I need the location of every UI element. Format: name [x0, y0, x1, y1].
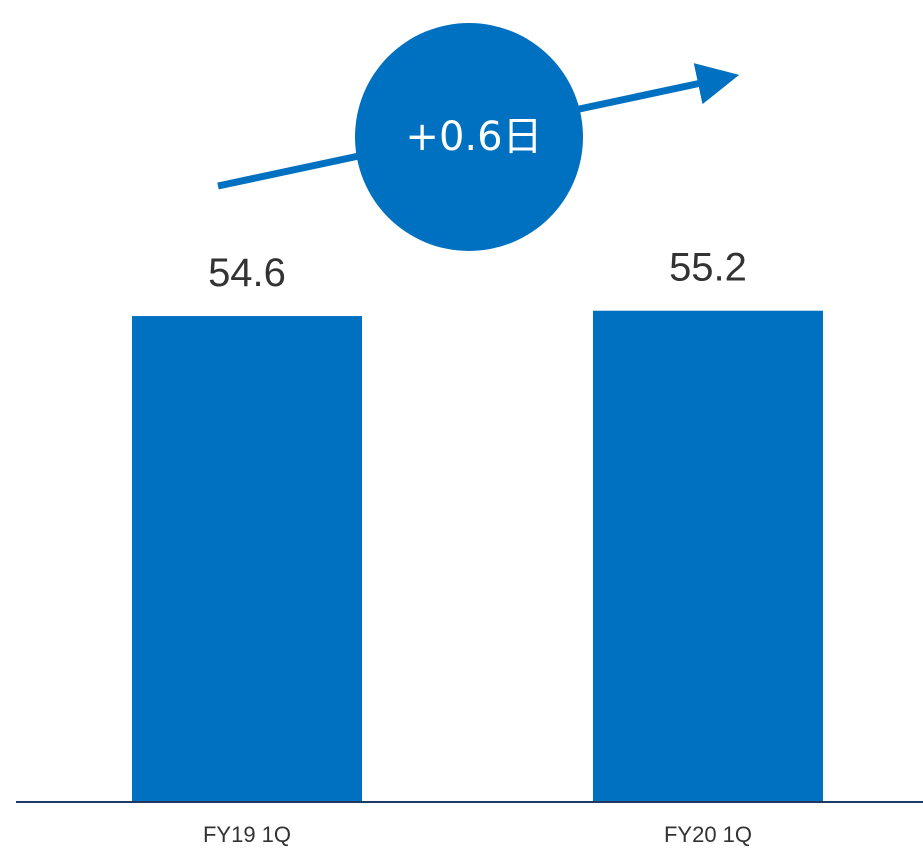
category-label-2: FY20 1Q — [664, 822, 752, 847]
labels-layer: 54.6 FY19 1Q 55.2 FY20 1Q — [203, 246, 752, 847]
bar-2 — [593, 310, 823, 802]
bar-1 — [132, 316, 362, 802]
value-label-1: 54.6 — [208, 251, 286, 295]
change-badge-circle — [355, 23, 583, 251]
value-label-2: 55.2 — [669, 246, 747, 290]
trend-annotation: +0.6日 — [217, 23, 740, 251]
bars-layer — [132, 310, 823, 802]
change-badge-text: +0.6日 — [405, 114, 542, 160]
category-label-1: FY19 1Q — [203, 822, 291, 847]
